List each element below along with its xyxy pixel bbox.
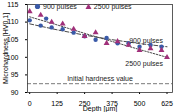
svg-text:110: 110 xyxy=(7,18,19,26)
svg-text:900 pulses: 900 pulses xyxy=(129,37,163,45)
svg-text:625: 625 xyxy=(161,100,173,107)
svg-text:105: 105 xyxy=(6,35,19,43)
svg-text:Initial hardness value: Initial hardness value xyxy=(67,75,133,82)
svg-text:115: 115 xyxy=(7,1,18,8)
svg-text:95: 95 xyxy=(11,71,19,78)
html-text:2500 pulses: 2500 pulses xyxy=(93,3,132,10)
svg-text:0: 0 xyxy=(28,100,32,107)
html-text:900 pulses: 900 pulses xyxy=(43,3,77,10)
svg-text:500: 500 xyxy=(134,100,146,107)
svg-text:2500 pulses: 2500 pulses xyxy=(125,60,163,68)
svg-text:100: 100 xyxy=(6,53,19,61)
svg-text:Microhardness [HV0.1]: Microhardness [HV0.1] xyxy=(2,13,10,84)
svg-text:125: 125 xyxy=(51,100,63,107)
svg-text:Depth [μm]: Depth [μm] xyxy=(83,105,117,112)
svg-text:90: 90 xyxy=(11,89,19,96)
